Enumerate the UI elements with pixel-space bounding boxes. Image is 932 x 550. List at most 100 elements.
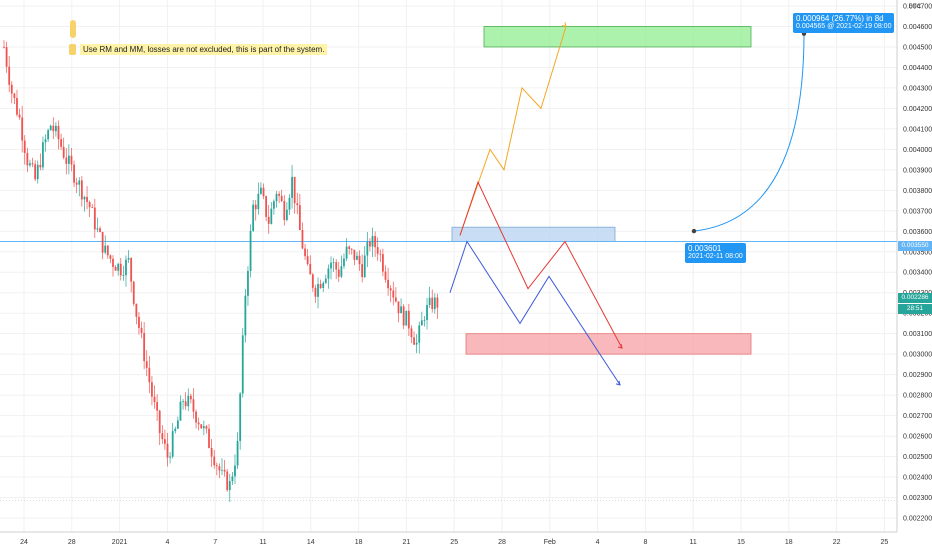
candle (345, 246, 348, 259)
candle (44, 139, 47, 143)
y-tick-label: 0.002900 (903, 372, 932, 379)
projection-path[interactable] (459, 26, 567, 236)
y-tick-label: 0.003700 (903, 208, 932, 215)
candle (285, 209, 288, 221)
x-tick-label: 18 (785, 539, 793, 546)
candle (332, 262, 335, 264)
measure-curve[interactable] (693, 33, 805, 232)
candle (309, 263, 312, 275)
start-date: 2021-02-11 08:00 (688, 253, 743, 260)
candle (218, 466, 221, 471)
start-label[interactable]: 0.003601 2021-02-11 08:00 (685, 243, 746, 263)
candle (148, 367, 151, 383)
candle (138, 316, 140, 328)
candle (88, 202, 91, 208)
candle (376, 247, 379, 254)
candle (257, 193, 260, 210)
candle (387, 279, 389, 289)
candle (182, 401, 184, 403)
candle (96, 228, 99, 230)
x-tick-label: 8 (643, 539, 647, 546)
candle (213, 456, 216, 466)
candle (358, 255, 361, 265)
candle (247, 270, 249, 296)
candle (192, 399, 195, 412)
candle (60, 139, 62, 147)
x-tick-label: 15 (737, 539, 745, 546)
x-tick-label: 4 (596, 539, 600, 546)
candle (78, 180, 81, 185)
target-zone[interactable] (483, 26, 752, 48)
countdown-tag: 28:51 (898, 304, 932, 314)
candle (67, 155, 70, 164)
candle (189, 395, 192, 400)
x-tick-label: 18 (355, 539, 363, 546)
x-tick-label: 11 (690, 539, 697, 546)
candle (202, 426, 205, 429)
candle (176, 420, 179, 429)
candle (389, 288, 392, 291)
candle (267, 216, 270, 224)
candle (122, 275, 125, 276)
x-tick-label: 2021 (112, 539, 128, 546)
note-text[interactable]: Use RM and MM, losses are not excluded, … (80, 44, 328, 55)
candle (16, 97, 18, 115)
projection-path[interactable] (459, 180, 623, 349)
candle (319, 283, 322, 289)
candle (304, 248, 306, 257)
candle (130, 258, 133, 282)
candle (428, 297, 431, 306)
candle (42, 142, 44, 168)
candle (262, 187, 265, 197)
candle (184, 401, 187, 407)
candle (49, 125, 52, 131)
candle (340, 266, 343, 277)
candle (283, 201, 286, 221)
x-tick-label: Feb (544, 539, 556, 546)
y-tick-label: 0.002200 (903, 516, 932, 523)
candle (374, 236, 377, 248)
arrow-head-icon (617, 343, 623, 349)
candle (36, 164, 39, 180)
stop-zone[interactable] (465, 333, 752, 355)
candle (249, 230, 252, 271)
candle (236, 440, 239, 466)
candle (369, 241, 371, 247)
candle (26, 152, 29, 166)
candle (114, 266, 117, 271)
candle (57, 125, 60, 140)
note-anchor-icon[interactable] (70, 20, 76, 38)
candle (174, 428, 177, 432)
projection-path[interactable] (449, 240, 621, 386)
measure-change: 0.000964 (26.77%) in 8d (796, 14, 884, 23)
candle (223, 469, 226, 472)
start-price: 0.003601 (688, 244, 722, 253)
candle (101, 232, 104, 253)
candle (132, 281, 135, 304)
candle (322, 282, 325, 289)
candle (301, 229, 304, 249)
measure-label[interactable]: 0.000964 (26.77%) in 8d 0.004565 @ 2021-… (793, 13, 895, 33)
x-tick-label: 22 (833, 539, 841, 546)
candle (366, 241, 369, 256)
candle (234, 465, 236, 477)
y-tick-label: 0.002700 (903, 413, 932, 420)
candle (353, 249, 356, 260)
measure-start-point[interactable] (691, 228, 697, 234)
entry-zone[interactable] (451, 226, 616, 242)
candle (317, 283, 319, 297)
candle (392, 290, 395, 298)
candle (156, 402, 159, 411)
x-tick-label: 14 (307, 539, 315, 546)
candle (210, 448, 213, 457)
candle (112, 258, 114, 267)
candle (426, 305, 428, 321)
candle (254, 204, 257, 210)
candle (239, 393, 242, 441)
candle (171, 431, 174, 457)
candle (166, 443, 169, 458)
candle (70, 155, 73, 165)
candle (296, 203, 299, 206)
candle (231, 476, 234, 482)
